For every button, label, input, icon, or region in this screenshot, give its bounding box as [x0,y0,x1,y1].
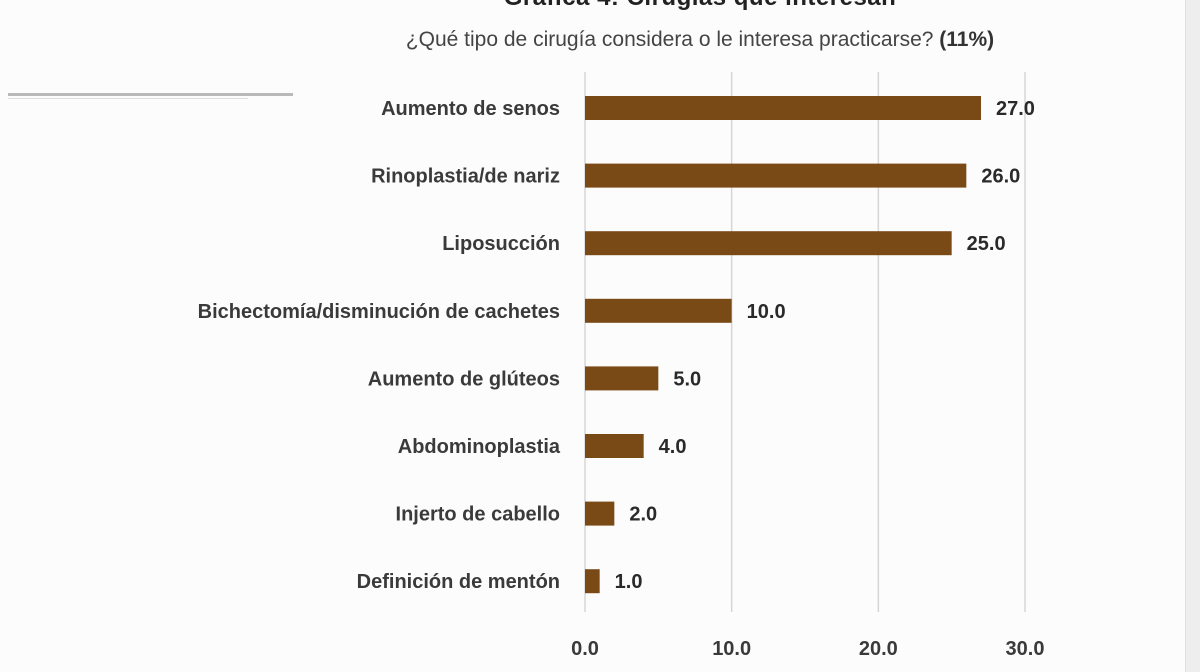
value-label: 4.0 [659,436,687,458]
x-tick-label: 20.0 [859,638,898,660]
bar [585,501,615,526]
value-labels: 27.0 26.0 25.0 10.0 5.0 4.0 2.0 1.0 [615,98,1035,593]
category-label: Bichectomía/disminución de cachetes [198,301,560,323]
value-label: 26.0 [981,166,1020,188]
value-label: 1.0 [615,571,643,593]
bar [585,366,659,391]
x-tick-label: 30.0 [1006,638,1045,660]
value-label: 25.0 [967,233,1006,255]
bar [585,569,600,594]
x-axis-ticks: 0.0 10.0 20.0 30.0 [571,638,1044,660]
divider-line [8,93,293,96]
chart-subtitle-percentage: (11%) [939,28,995,51]
category-label: Aumento de glúteos [368,368,560,390]
chart-subtitle: ¿Qué tipo de cirugía considera o le inte… [0,28,1200,52]
category-label: Injerto de cabello [396,504,560,526]
x-tick-label: 10.0 [712,638,751,660]
category-label: Definición de mentón [357,571,560,593]
value-label: 2.0 [629,504,657,526]
value-label: 27.0 [996,98,1035,120]
category-label: Rinoplastia/de nariz [371,166,560,188]
bars [585,96,981,594]
divider-line-shadow [8,98,248,99]
x-tick-label: 0.0 [571,638,599,660]
category-label: Liposucción [442,233,560,255]
bar [585,231,952,256]
value-label: 10.0 [747,301,786,323]
bar [585,434,644,458]
category-label: Abdominoplastia [398,436,561,458]
bar [585,96,981,120]
bar [585,298,732,323]
chart-title: Gráfica 4: Cirugías que interesan [0,0,1200,12]
grid-lines [584,72,1026,612]
bar [585,163,967,188]
value-label: 5.0 [673,368,701,390]
chart-subtitle-text: ¿Qué tipo de cirugía considera o le inte… [405,28,934,51]
window-edge [1185,0,1200,672]
category-labels: Aumento de senos Rinoplastia/de nariz Lipo… [198,98,561,593]
category-label: Aumento de senos [381,98,560,120]
